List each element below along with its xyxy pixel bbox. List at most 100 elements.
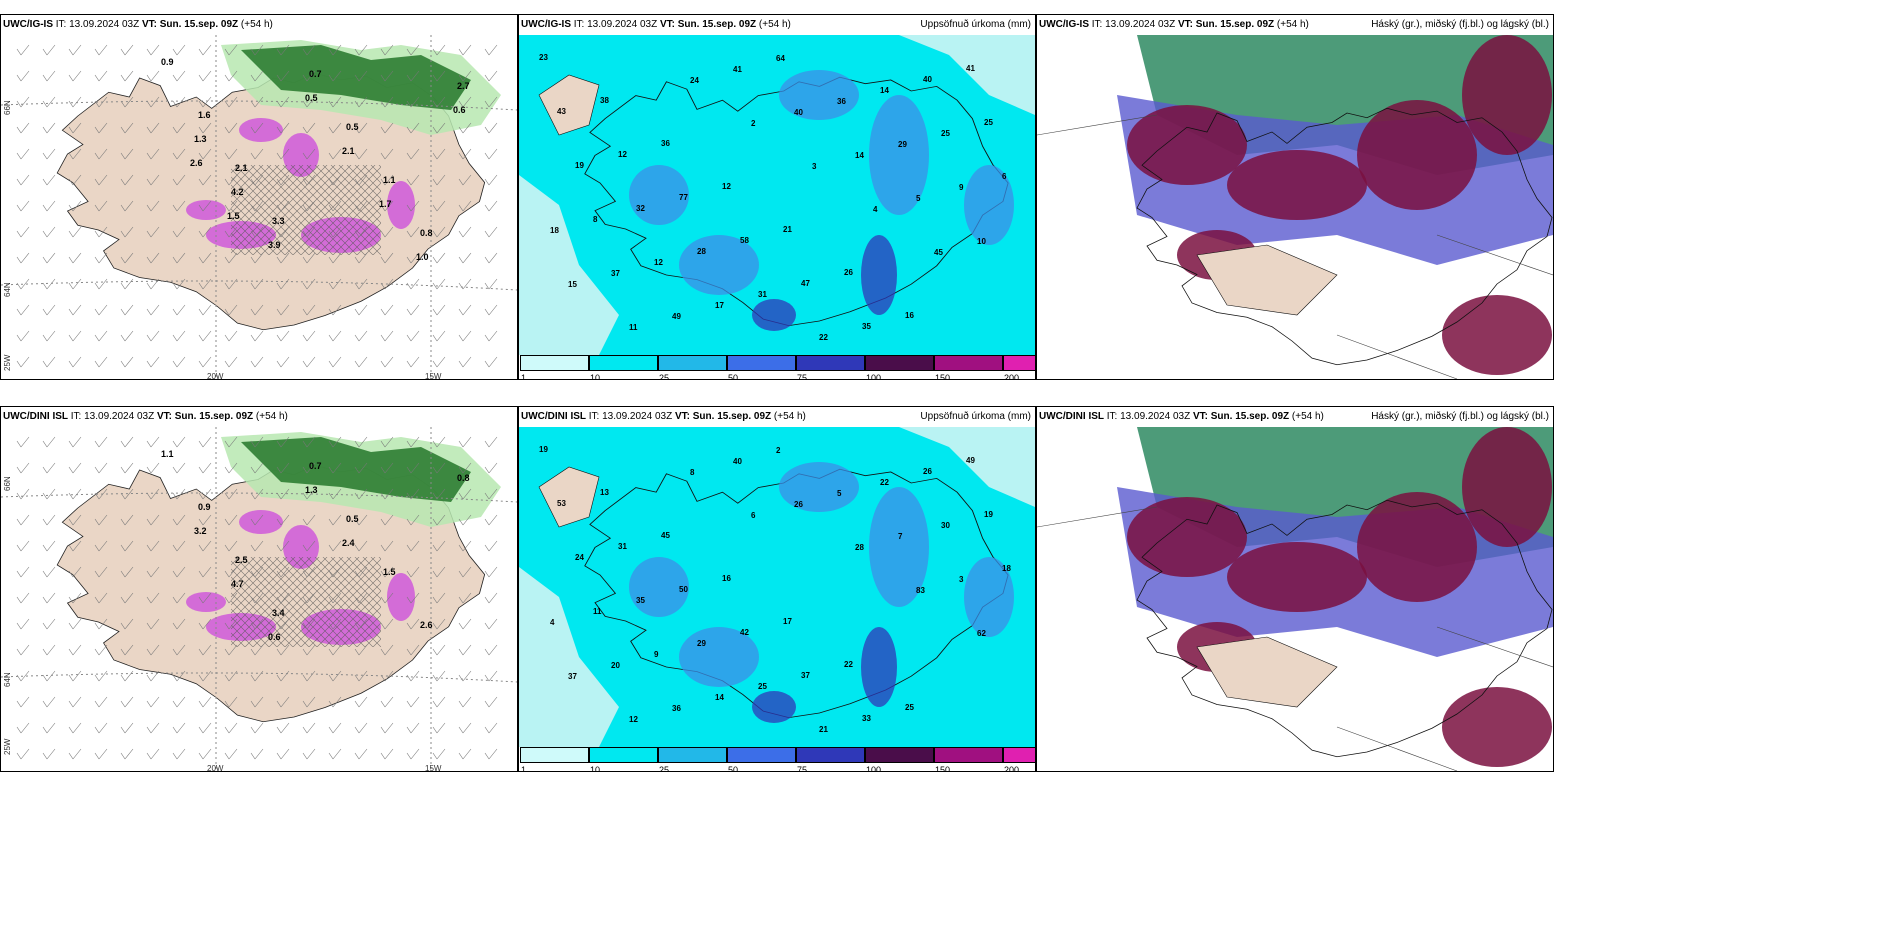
wind-barb	[458, 592, 472, 604]
cloud-map	[1037, 35, 1553, 379]
wind-barb	[458, 252, 472, 264]
low-cloud-area	[1227, 542, 1367, 612]
wind-barb	[198, 200, 212, 212]
wind-barb	[302, 304, 316, 316]
wind-barb	[16, 514, 30, 526]
precip-area	[629, 165, 689, 225]
wind-barb	[146, 566, 160, 578]
wind-barb	[198, 122, 212, 134]
lead-time: (+54 h)	[773, 411, 806, 422]
low-cloud-area	[1442, 295, 1552, 375]
value-label: 10	[977, 237, 986, 246]
wind-barb	[380, 70, 394, 82]
wind-barb	[94, 644, 108, 656]
wind-barb	[16, 44, 30, 56]
value-label: 19	[539, 445, 548, 454]
wind-barb	[406, 722, 420, 734]
value-label: 36	[837, 97, 846, 106]
vt-label: VT:	[141, 19, 157, 30]
valid-time: Sun. 15.sep. 09Z	[1195, 19, 1275, 30]
wind-barb	[276, 70, 290, 82]
wind-barb	[42, 44, 56, 56]
wind-barb	[68, 462, 82, 474]
wind-barb	[354, 226, 368, 238]
precip-map: 1913451617222549533150423733261924352925…	[519, 427, 1035, 747]
wind-barb	[458, 330, 472, 342]
wind-barb	[42, 566, 56, 578]
wind-barb	[198, 644, 212, 656]
wind-barb	[42, 148, 56, 160]
wind-barb	[354, 252, 368, 264]
violet-area	[239, 118, 283, 142]
wind-barb	[302, 566, 316, 578]
wind-barb	[16, 330, 30, 342]
wind-barb	[458, 696, 472, 708]
wind-barb	[354, 592, 368, 604]
wind-barb	[16, 148, 30, 160]
wind-barb	[302, 670, 316, 682]
wind-barb	[146, 748, 160, 760]
wind-barb	[42, 356, 56, 368]
wind-barb	[380, 148, 394, 160]
value-label: 25	[984, 118, 993, 127]
it-label: IT:	[1106, 411, 1118, 422]
model-name: UWC/DINI ISL	[521, 411, 586, 422]
wind-barb	[484, 70, 498, 82]
it-label: IT:	[70, 411, 82, 422]
wind-barb	[302, 278, 316, 290]
wind-barb	[224, 252, 238, 264]
low-cloud-area	[1227, 150, 1367, 220]
wind-barb	[198, 722, 212, 734]
wind-barb	[16, 696, 30, 708]
wind-barb	[224, 436, 238, 448]
value-label: 2.6	[420, 620, 433, 630]
value-label: 62	[977, 629, 986, 638]
wind-barb	[94, 200, 108, 212]
wind-barb	[458, 540, 472, 552]
wind-barb	[120, 200, 134, 212]
wind-barb	[224, 748, 238, 760]
value-label: 21	[783, 225, 792, 234]
legend-label: 10	[590, 373, 601, 380]
wind-barb	[120, 722, 134, 734]
wind-barb	[172, 70, 186, 82]
wind-barb	[94, 618, 108, 630]
valid-time: Sun. 15.sep. 09Z	[677, 19, 757, 30]
wind-barb	[68, 278, 82, 290]
precip-area	[869, 487, 929, 607]
wind-barb	[146, 122, 160, 134]
wind-barb	[432, 514, 446, 526]
wind-barb	[328, 278, 342, 290]
wind-barb	[276, 566, 290, 578]
wind-barb	[94, 44, 108, 56]
wind-barb	[302, 488, 316, 500]
wind-barb	[224, 96, 238, 108]
wind-barb	[328, 670, 342, 682]
wind-barb	[94, 462, 108, 474]
value-label: 3	[812, 162, 817, 171]
wind-barb	[432, 226, 446, 238]
wind-barb	[406, 356, 420, 368]
wind-barb	[16, 748, 30, 760]
wind-barb	[302, 514, 316, 526]
wind-barb	[94, 514, 108, 526]
wind-barb	[380, 592, 394, 604]
coastline	[584, 76, 1009, 327]
wind-barb	[276, 436, 290, 448]
wind-barb	[172, 436, 186, 448]
value-label: 2.1	[342, 146, 355, 156]
value-label: 4.2	[231, 187, 244, 197]
wind-barb	[68, 174, 82, 186]
wind-barb	[250, 330, 264, 342]
wind-barb	[380, 722, 394, 734]
wind-barb	[16, 488, 30, 500]
vt-label: VT:	[1177, 19, 1193, 30]
wind-barb	[380, 540, 394, 552]
wind-barb	[328, 462, 342, 474]
violet-area	[186, 200, 226, 220]
wind-barb	[458, 70, 472, 82]
wind-barb	[120, 148, 134, 160]
wind-barb	[406, 644, 420, 656]
legend-swatch: 50	[727, 355, 796, 379]
value-label: 22	[844, 660, 853, 669]
